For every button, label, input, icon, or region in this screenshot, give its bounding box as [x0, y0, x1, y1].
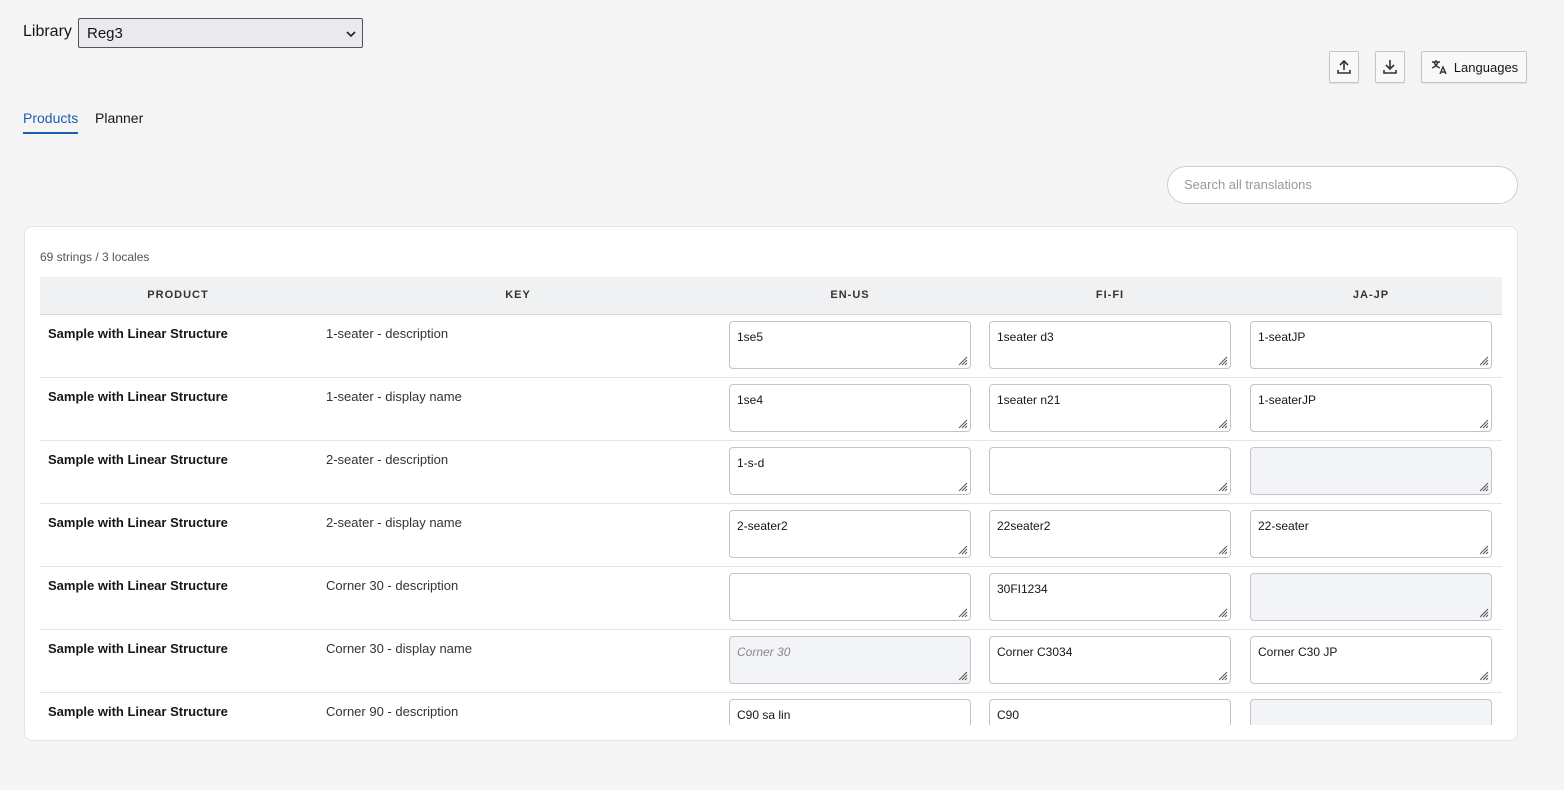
translation-input[interactable]: 22seater2 — [989, 510, 1231, 558]
translation-text: Corner 30 — [737, 645, 791, 659]
translation-text: 1se4 — [737, 393, 764, 407]
translation-input[interactable] — [1250, 699, 1492, 725]
translation-input[interactable]: 30FI1234 — [989, 573, 1231, 621]
table-row: Sample with Linear Structure Corner 90 - … — [40, 693, 1502, 725]
upload-button[interactable] — [1329, 51, 1359, 83]
translation-input[interactable]: 1-seatJP — [1250, 321, 1492, 369]
product-cell: Sample with Linear Structure — [48, 704, 228, 719]
table-body: Sample with Linear Structure 1-seater - d… — [40, 315, 1502, 725]
column-header: JA-JP — [1352, 289, 1390, 301]
translation-text: 2-seater2 — [737, 519, 788, 533]
translation-input[interactable]: C90 — [989, 699, 1231, 725]
key-cell: 2-seater - description — [326, 452, 449, 467]
translation-text: 1seater n21 — [997, 393, 1061, 407]
search-placeholder: Search all translations — [1184, 177, 1312, 192]
column-header: PRODUCT — [147, 289, 209, 301]
languages-label: Languages — [1453, 59, 1519, 75]
library-value: Reg3 — [87, 25, 123, 42]
translation-text: 1-s-d — [737, 456, 765, 470]
translation-input[interactable]: 2-seater2 — [729, 510, 971, 558]
translation-input[interactable]: Corner C30 JP — [1250, 636, 1492, 684]
translation-text: 22seater2 — [997, 519, 1051, 533]
translation-text: C90 sa lin — [737, 708, 791, 722]
key-cell: 1-seater - description — [326, 326, 449, 341]
library-select[interactable]: Reg3 — [78, 18, 363, 48]
download-button[interactable] — [1375, 51, 1405, 83]
key-cell: Corner 30 - display name — [326, 641, 472, 656]
library-label: Library — [23, 23, 72, 40]
key-cell: 1-seater - display name — [326, 389, 462, 404]
table-row: Sample with Linear Structure 1-seater - d… — [40, 315, 1502, 378]
translation-text: Corner C3034 — [997, 645, 1073, 659]
key-cell: 2-seater - display name — [326, 515, 462, 530]
translation-text: 22-seater — [1258, 519, 1309, 533]
translation-text: 30FI1234 — [997, 582, 1048, 596]
translation-input[interactable]: 1-seaterJP — [1250, 384, 1492, 432]
translation-input[interactable] — [729, 573, 971, 621]
table-row: Sample with Linear Structure 2-seater - d… — [40, 441, 1502, 504]
product-cell: Sample with Linear Structure — [48, 452, 228, 467]
table-row: Sample with Linear Structure Corner 30 - … — [40, 567, 1502, 630]
translation-input[interactable]: 1-s-d — [729, 447, 971, 495]
table-header: PRODUCT KEY EN-US FI-FI JA-JP — [40, 277, 1502, 315]
column-header: KEY — [505, 289, 531, 301]
column-header: FI-FI — [1095, 289, 1125, 301]
translation-text: C90 — [997, 708, 1020, 722]
product-cell: Sample with Linear Structure — [48, 641, 228, 656]
key-cell: Corner 30 - description — [326, 578, 459, 593]
table-summary: 69 strings / 3 locales — [40, 250, 150, 264]
translation-input[interactable] — [989, 447, 1231, 495]
translation-text: 1seater d3 — [997, 330, 1054, 344]
key-cell: Corner 90 - description — [326, 704, 459, 719]
table-row: Sample with Linear Structure 2-seater - d… — [40, 504, 1502, 567]
translation-text: 1-seaterJP — [1258, 393, 1317, 407]
translation-input[interactable] — [1250, 447, 1492, 495]
translation-input[interactable]: 1seater d3 — [989, 321, 1231, 369]
table-row: Sample with Linear Structure Corner 30 - … — [40, 630, 1502, 693]
tab[interactable]: Planner — [95, 110, 144, 126]
translation-text: 1-seatJP — [1258, 330, 1306, 344]
tab[interactable]: Products — [23, 110, 79, 134]
translation-input[interactable]: 22-seater — [1250, 510, 1492, 558]
column-header: EN-US — [830, 289, 870, 301]
translation-text: Corner C30 JP — [1258, 645, 1338, 659]
translation-input[interactable]: C90 sa lin — [729, 699, 971, 725]
product-cell: Sample with Linear Structure — [48, 326, 228, 341]
translation-input[interactable] — [1250, 573, 1492, 621]
translation-input[interactable]: 1se4 — [729, 384, 971, 432]
languages-button[interactable]: Languages — [1421, 51, 1527, 83]
translation-input[interactable]: Corner C3034 — [989, 636, 1231, 684]
product-cell: Sample with Linear Structure — [48, 389, 228, 404]
translation-text: 1se5 — [737, 330, 764, 344]
product-cell: Sample with Linear Structure — [48, 578, 228, 593]
search-input[interactable]: Search all translations — [1167, 166, 1518, 204]
translation-input[interactable]: 1se5 — [729, 321, 971, 369]
translation-input[interactable]: Corner 30 — [729, 636, 971, 684]
translation-input[interactable]: 1seater n21 — [989, 384, 1231, 432]
product-cell: Sample with Linear Structure — [48, 515, 228, 530]
table-row: Sample with Linear Structure 1-seater - d… — [40, 378, 1502, 441]
